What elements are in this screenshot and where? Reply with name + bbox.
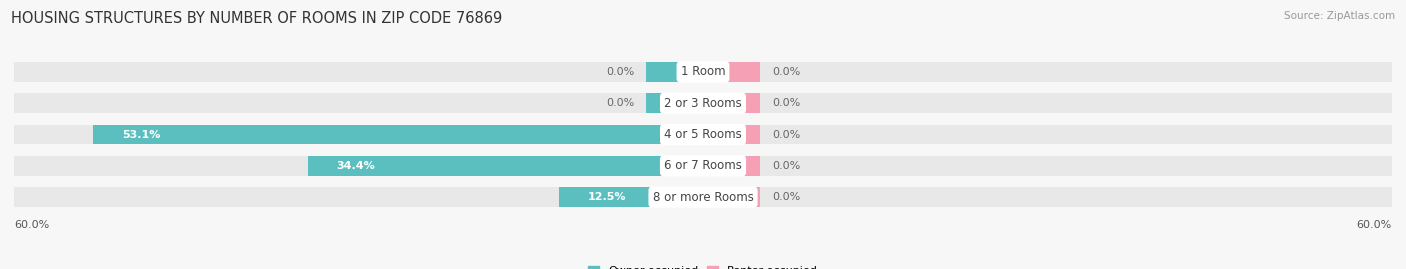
Text: 2 or 3 Rooms: 2 or 3 Rooms bbox=[664, 97, 742, 110]
Text: 8 or more Rooms: 8 or more Rooms bbox=[652, 191, 754, 204]
Bar bbox=[703, 156, 761, 175]
Text: 6 or 7 Rooms: 6 or 7 Rooms bbox=[664, 159, 742, 172]
Text: Source: ZipAtlas.com: Source: ZipAtlas.com bbox=[1284, 11, 1395, 21]
Bar bbox=[703, 187, 761, 207]
Text: 34.4%: 34.4% bbox=[336, 161, 375, 171]
Text: 0.0%: 0.0% bbox=[772, 129, 800, 140]
Bar bbox=[703, 125, 761, 144]
Bar bbox=[703, 62, 761, 82]
Text: 0.0%: 0.0% bbox=[606, 67, 634, 77]
Bar bbox=[14, 187, 1392, 207]
Bar bbox=[645, 62, 703, 82]
Text: 0.0%: 0.0% bbox=[772, 67, 800, 77]
Bar bbox=[308, 156, 703, 175]
Text: 0.0%: 0.0% bbox=[772, 192, 800, 202]
Text: 60.0%: 60.0% bbox=[14, 220, 49, 230]
Bar bbox=[14, 62, 1392, 82]
Text: 0.0%: 0.0% bbox=[772, 161, 800, 171]
Text: 1 Room: 1 Room bbox=[681, 65, 725, 78]
Text: 60.0%: 60.0% bbox=[1357, 220, 1392, 230]
Bar bbox=[14, 156, 1392, 175]
Text: 4 or 5 Rooms: 4 or 5 Rooms bbox=[664, 128, 742, 141]
Bar bbox=[560, 187, 703, 207]
Text: 53.1%: 53.1% bbox=[122, 129, 160, 140]
Bar bbox=[14, 94, 1392, 113]
Text: 12.5%: 12.5% bbox=[588, 192, 627, 202]
Bar bbox=[645, 94, 703, 113]
Legend: Owner-occupied, Renter-occupied: Owner-occupied, Renter-occupied bbox=[583, 261, 823, 269]
Text: 0.0%: 0.0% bbox=[606, 98, 634, 108]
Bar bbox=[14, 125, 1392, 144]
Bar bbox=[93, 125, 703, 144]
Text: HOUSING STRUCTURES BY NUMBER OF ROOMS IN ZIP CODE 76869: HOUSING STRUCTURES BY NUMBER OF ROOMS IN… bbox=[11, 11, 502, 26]
Bar bbox=[703, 94, 761, 113]
Text: 0.0%: 0.0% bbox=[772, 98, 800, 108]
